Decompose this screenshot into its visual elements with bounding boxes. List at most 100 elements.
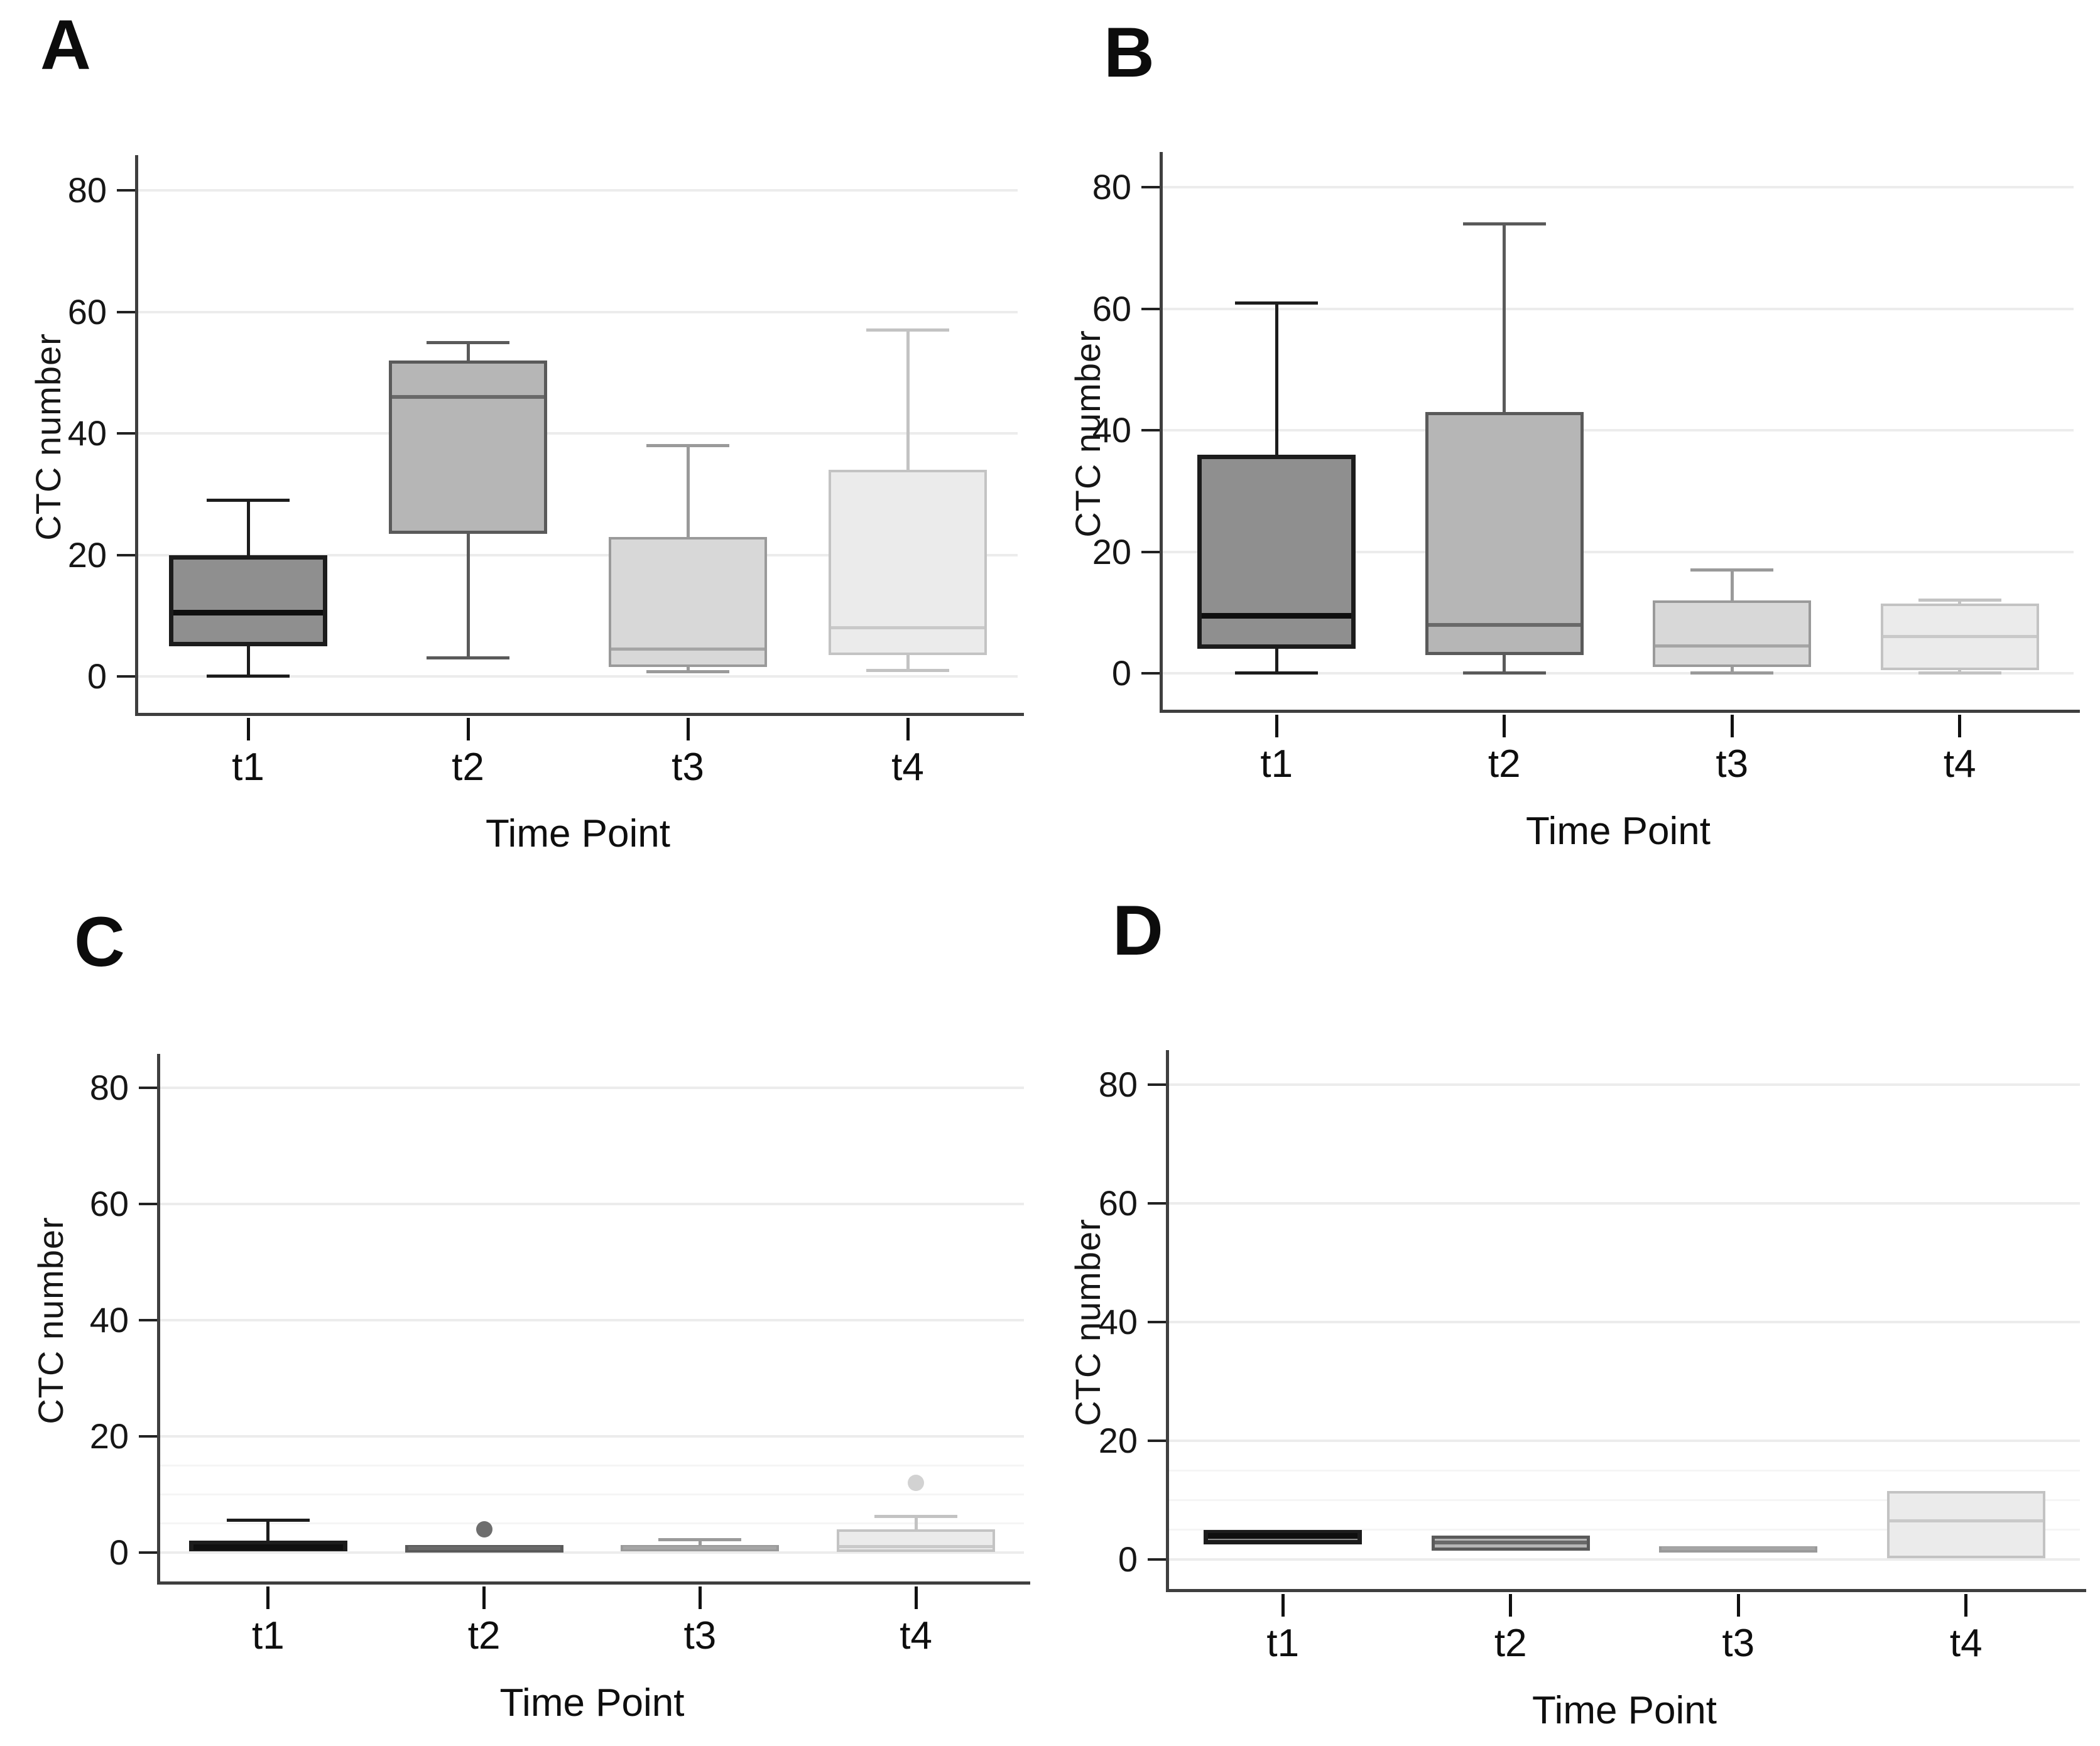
- x-tick-mark: [1503, 715, 1506, 737]
- upper-whisker-cap: [1462, 222, 1546, 225]
- upper-whisker: [246, 500, 250, 555]
- median-line-t4: [839, 1545, 993, 1549]
- y-axis-line: [157, 1054, 160, 1585]
- y-tick-mark: [1148, 1321, 1169, 1323]
- gridline: [1169, 1321, 2080, 1323]
- x-tick-label-t3: t3: [1716, 742, 1749, 786]
- upper-whisker-cap: [658, 1537, 742, 1541]
- box-t3: [609, 536, 767, 668]
- y-tick-mark: [139, 1434, 160, 1438]
- x-tick-mark: [914, 1586, 918, 1609]
- panel-d: D CTC number 0 20 40 60 80 t1 t2 t3 t4 Time Poin…: [1050, 873, 2099, 1746]
- y-tick-mark: [1141, 550, 1163, 553]
- y-tick-mark: [1141, 671, 1163, 675]
- y-tick-mark: [117, 675, 138, 678]
- gridline: [1163, 429, 2074, 432]
- y-tick-label: 0: [87, 656, 107, 696]
- gridline: [160, 1087, 1024, 1090]
- y-tick-label: 60: [67, 291, 107, 332]
- y-tick-mark: [139, 1551, 160, 1554]
- upper-whisker: [698, 1539, 702, 1545]
- x-tick-label-t2: t2: [1488, 742, 1521, 786]
- lower-whisker: [1503, 654, 1506, 673]
- upper-whisker: [1730, 570, 1734, 600]
- gridline: [1169, 1558, 2080, 1561]
- upper-whisker: [266, 1520, 270, 1541]
- y-tick-label: 40: [1092, 410, 1131, 450]
- panel-label-c: C: [74, 903, 125, 981]
- y-tick-label: 40: [67, 413, 107, 453]
- y-axis-line: [135, 155, 138, 716]
- x-axis-line: [135, 713, 1024, 716]
- x-tick-mark: [466, 718, 470, 740]
- upper-whisker-cap: [207, 499, 290, 502]
- gridline: [138, 310, 1018, 313]
- lower-whisker-cap: [1235, 671, 1319, 675]
- y-axis-line: [1160, 152, 1163, 713]
- y-tick-label: 20: [1098, 1420, 1138, 1460]
- x-tick-mark: [1509, 1594, 1513, 1617]
- upper-whisker-cap: [1690, 568, 1774, 572]
- y-tick-label: 0: [1118, 1539, 1138, 1579]
- median-line-t4: [1889, 1519, 2043, 1522]
- median-line-t3: [611, 647, 764, 651]
- box-t1: [169, 555, 327, 646]
- y-tick-mark: [117, 310, 138, 313]
- lower-whisker: [1275, 649, 1278, 673]
- x-tick-mark: [1275, 715, 1278, 737]
- y-tick-label: 80: [1098, 1065, 1138, 1105]
- x-tick-label-t4: t4: [900, 1614, 932, 1657]
- y-tick-label: 40: [89, 1300, 129, 1340]
- y-tick-mark: [139, 1203, 160, 1206]
- x-tick-label-t1: t1: [232, 746, 264, 789]
- outlier-dot: [476, 1521, 492, 1537]
- x-tick-label-t2: t2: [1494, 1622, 1527, 1665]
- y-tick-label: 0: [109, 1532, 129, 1572]
- x-tick-label-t3: t3: [683, 1614, 717, 1657]
- plot-area-a: 0 20 40 60 80 t1 t2 t3 t4: [68, 155, 1024, 789]
- x-tick-label-t4: t4: [891, 746, 924, 789]
- upper-whisker: [914, 1516, 918, 1529]
- upper-whisker-cap: [866, 328, 949, 332]
- y-tick-label: 20: [1092, 531, 1131, 572]
- median-line-t1: [1208, 1532, 1358, 1539]
- x-tick-mark: [482, 1586, 486, 1609]
- lower-whisker: [1730, 667, 1734, 673]
- x-tick-mark: [698, 1586, 702, 1609]
- box-t2: [1425, 412, 1584, 655]
- lower-whisker-cap: [646, 670, 729, 673]
- gridline: [160, 1319, 1024, 1321]
- x-tick-label-t3: t3: [672, 746, 704, 789]
- gridline: [160, 1434, 1024, 1438]
- x-tick-mark: [906, 718, 910, 740]
- median-line-t1: [1202, 612, 1352, 619]
- median-line-t2: [1434, 1541, 1587, 1545]
- upper-whisker: [1275, 303, 1278, 455]
- y-tick-mark: [117, 189, 138, 192]
- upper-whisker-cap: [1235, 301, 1319, 305]
- gridline: [138, 189, 1018, 192]
- panel-c: C CTC number 0 20 40 60 80 t1 t2 t3 t4 Time Poin…: [0, 873, 1050, 1746]
- upper-whisker: [1503, 224, 1506, 413]
- panel-label-b: B: [1104, 13, 1155, 92]
- upper-whisker: [906, 330, 910, 470]
- median-line-t1: [193, 1544, 343, 1550]
- plot-area-c: 0 20 40 60 80 t1 t2 t3 t4: [90, 1054, 1030, 1657]
- x-tick-label-t1: t1: [1266, 1622, 1300, 1665]
- minor-gridline: [1169, 1499, 2080, 1501]
- box-t4: [829, 470, 987, 656]
- y-tick-label: 60: [89, 1184, 129, 1224]
- median-line-t1: [173, 609, 323, 615]
- x-tick-label-t2: t2: [452, 746, 484, 789]
- x-tick-mark: [686, 718, 690, 740]
- box-t4: [1886, 1491, 2045, 1558]
- plot-area-b: 0 20 40 60 80 t1 t2 t3 t4: [1092, 152, 2080, 786]
- gridline: [1169, 1083, 2080, 1087]
- x-tick-mark: [1281, 1594, 1285, 1617]
- y-tick-label: 80: [89, 1068, 129, 1108]
- box-t2: [389, 361, 547, 534]
- box-t3: [1653, 600, 1812, 668]
- y-tick-mark: [1148, 1202, 1169, 1205]
- lower-whisker-cap: [866, 668, 949, 672]
- y-tick-label: 40: [1098, 1302, 1138, 1342]
